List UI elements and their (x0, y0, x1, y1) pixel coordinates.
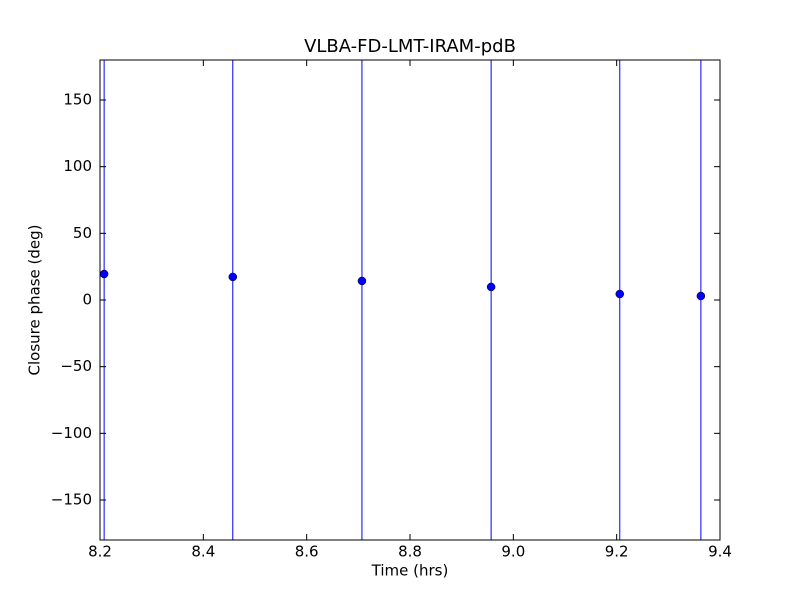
y-tick-label: −50 (60, 357, 92, 375)
data-point (696, 291, 706, 301)
y-tick-label: −100 (51, 424, 92, 442)
data-point (228, 272, 238, 282)
x-tick-label: 8.8 (398, 543, 422, 561)
x-tick-label: 8.4 (191, 543, 215, 561)
y-axis-label: Closure phase (deg) (26, 225, 44, 376)
data-point (357, 276, 367, 286)
y-tick-label: 0 (82, 291, 92, 309)
y-tick-label: −150 (51, 491, 92, 509)
x-axis-label: Time (hrs) (371, 562, 449, 580)
y-tick-label: 100 (63, 157, 92, 175)
x-tick-label: 9.0 (501, 543, 525, 561)
plot-area (100, 60, 706, 540)
chart-title: VLBA-FD-LMT-IRAM-pdB (304, 36, 516, 57)
x-tick-label: 8.2 (88, 543, 112, 561)
x-tick-label: 9.2 (605, 543, 629, 561)
data-point (615, 289, 625, 299)
x-tick-label: 9.4 (708, 543, 732, 561)
y-tick-label: 50 (73, 224, 92, 242)
y-tick-label: 150 (63, 91, 92, 109)
x-tick-label: 8.6 (295, 543, 319, 561)
data-point (486, 282, 496, 292)
data-point (100, 269, 109, 279)
